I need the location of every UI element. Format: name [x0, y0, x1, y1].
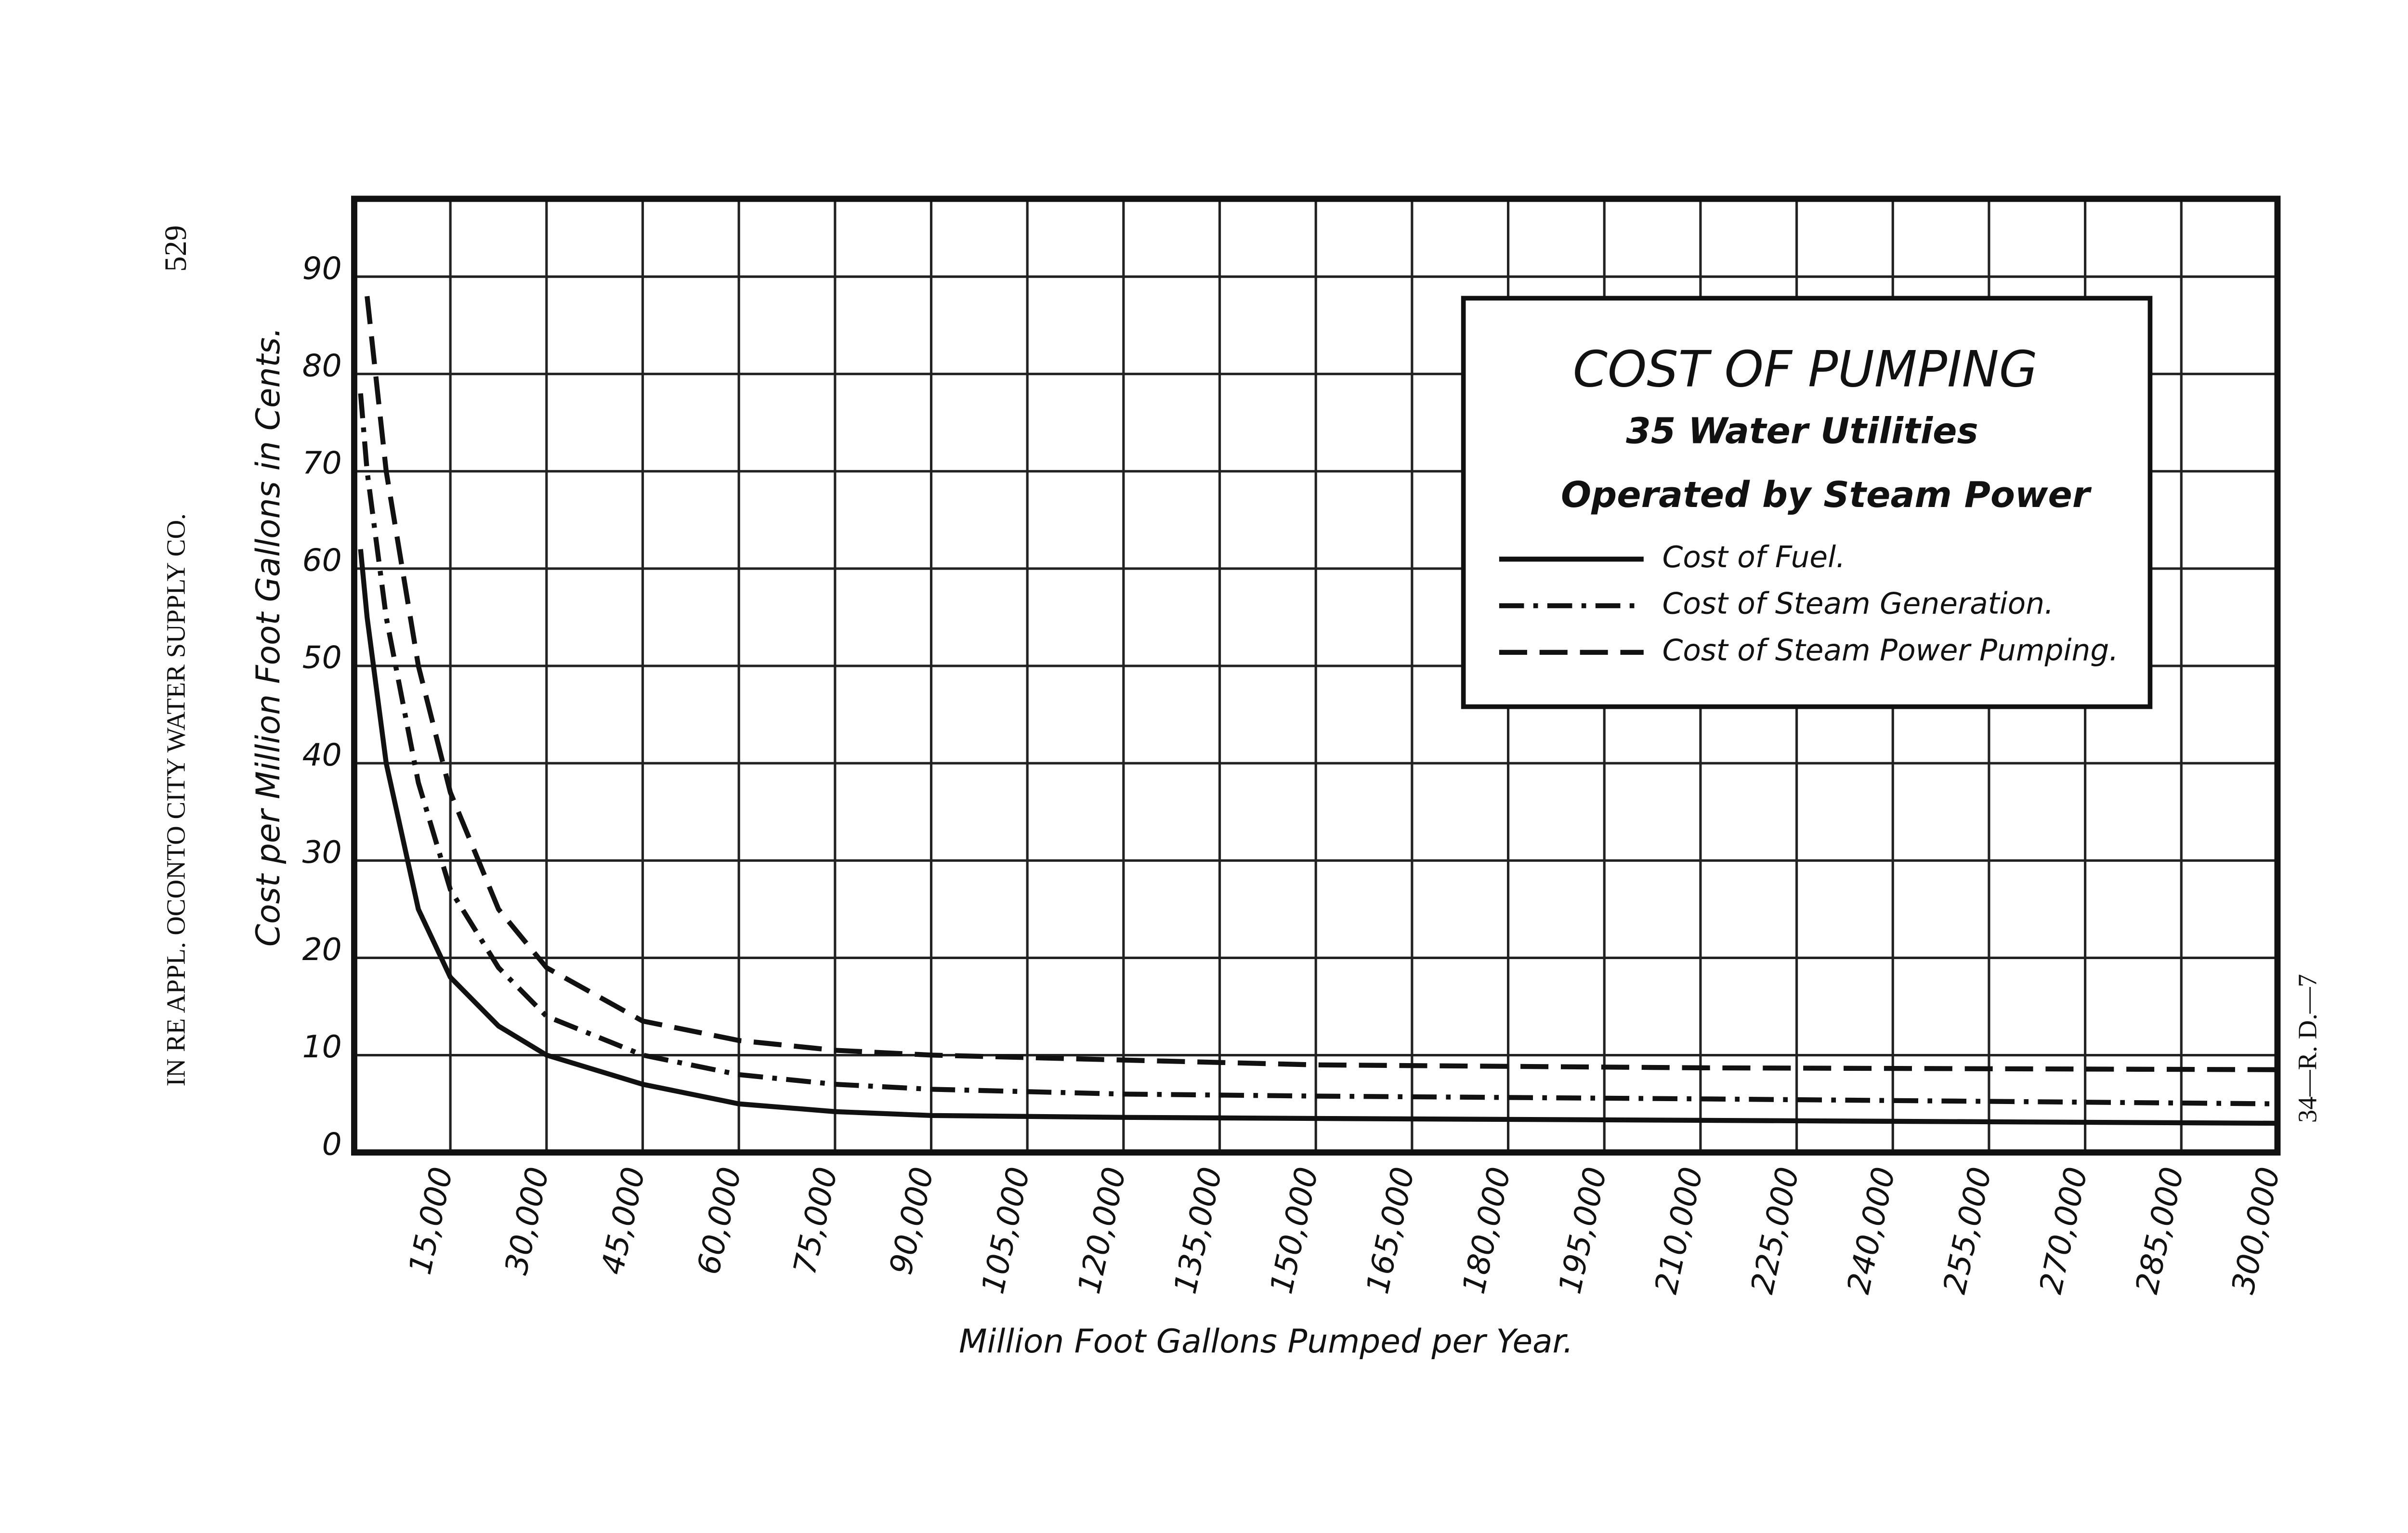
- page-number: 529: [158, 225, 193, 272]
- y-tick-label: 40: [302, 737, 342, 773]
- legend-label: Cost of Steam Generation.: [1662, 587, 2054, 621]
- plot-frame: [351, 195, 2281, 1156]
- legend-subtitle: Operated by Steam Power: [1561, 474, 2092, 516]
- y-tick-label: 50: [302, 640, 342, 676]
- y-tick-label: 60: [302, 543, 342, 579]
- data-line: [365, 296, 2277, 1072]
- legend: COST OF PUMPING 35 Water Utilities Opera…: [1461, 296, 2153, 709]
- data-line: [358, 549, 2277, 1126]
- margin-caption: IN RE APPL. OCONTO CITY WATER SUPPLY CO.: [161, 513, 191, 1086]
- y-tick-label: 0: [322, 1126, 342, 1162]
- y-tick-label: 80: [302, 348, 342, 384]
- y-tick-label: 30: [302, 834, 342, 870]
- y-tick-label: 20: [302, 932, 342, 968]
- y-tick-label: 90: [302, 250, 342, 286]
- y-tick-label: 10: [302, 1029, 342, 1065]
- legend-box: [1461, 296, 2153, 709]
- margin-code: 34—R. D.—7: [2292, 974, 2322, 1123]
- y-axis-label: Cost per Million Foot Gallons in Cents.: [249, 327, 287, 947]
- y-tick-label: 70: [302, 445, 342, 481]
- legend-subtitle: 35 Water Utilities: [1626, 411, 1978, 452]
- legend-label: Cost of Steam Power Pumping.: [1662, 633, 2119, 667]
- legend-title: COST OF PUMPING: [1573, 341, 2038, 399]
- x-axis-label: Million Foot Gallons Pumped per Year.: [959, 1322, 1573, 1360]
- legend-label: Cost of Fuel.: [1662, 540, 1845, 574]
